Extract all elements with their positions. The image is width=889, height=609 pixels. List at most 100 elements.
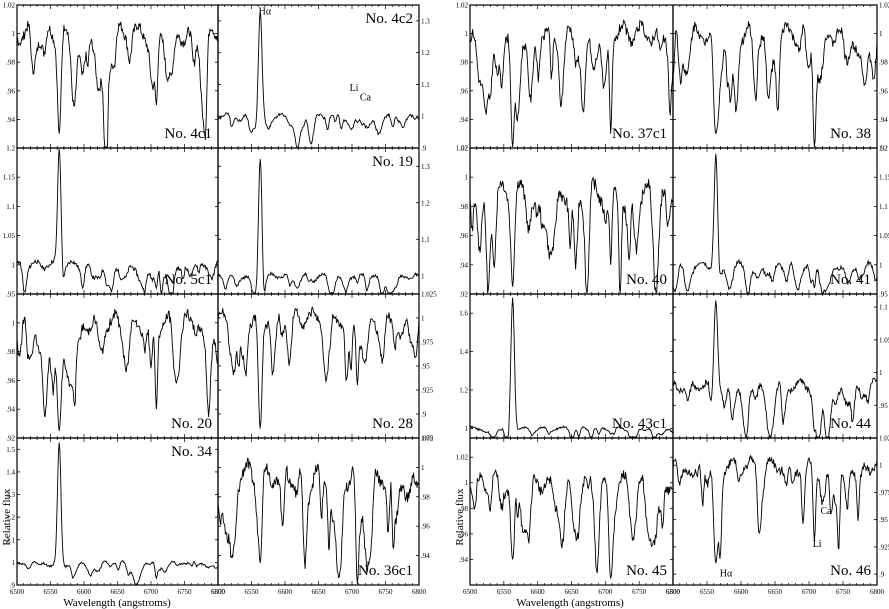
annotation-li: Li (350, 83, 359, 94)
x-tick-label: 6750 (836, 588, 851, 596)
y-tick-label: 1.2 (879, 145, 888, 153)
panel-label: No. 43c1 (612, 416, 667, 432)
y-tick-label: 1 (879, 462, 883, 470)
y-tick-label: 1.15 (3, 174, 16, 182)
y-tick-label: .98 (421, 493, 430, 501)
x-tick-label: 6550 (245, 588, 260, 596)
panel-no-28: .875 .9 .925 .95 .975 1 1.025 No. 28 (217, 291, 437, 443)
y-tick-label: 1.2 (421, 49, 430, 57)
x-tick-label: 6700 (144, 588, 159, 596)
panel-no-5c1: .95 1 1.05 1.1 1.15 1.2 No. 5c1 (3, 145, 219, 299)
y-tick-label: 1 (879, 261, 883, 269)
y-tick-label: .94 (459, 556, 468, 564)
panel-label: No. 36c1 (358, 563, 413, 579)
y-tick-label: 1.3 (421, 17, 430, 25)
y-tick-label: 1.05 (3, 232, 16, 240)
y-tick-label: 1.2 (6, 145, 15, 153)
y-tick-label: .96 (421, 523, 430, 531)
y-tick-label: 1.4 (459, 348, 468, 356)
annotation-hα: Hα (720, 568, 733, 579)
y-tick-label: 1.15 (879, 174, 889, 182)
x-tick-label: 6800 (412, 588, 427, 596)
y-tick-label: 1 (421, 315, 425, 323)
y-tick-label: .94 (879, 116, 888, 124)
panel-no-37c1: .92 .94 .96 .98 1 1.02 No. 37c1 (456, 2, 674, 153)
y-tick-label: 1.2 (421, 199, 430, 207)
y-tick-label: 1.02 (456, 145, 469, 153)
y-tick-label: .875 (421, 435, 434, 443)
panel-label: No. 41 (830, 272, 871, 288)
x-tick-label: 6750 (178, 588, 193, 596)
x-tick-label: 6750 (379, 588, 394, 596)
y-tick-label: .9 (879, 571, 885, 579)
annotation-ca: Ca (820, 506, 832, 517)
y-tick-label: .92 (6, 435, 15, 443)
y-tick-label: 1.05 (879, 232, 889, 240)
y-tick-label: .96 (459, 232, 468, 240)
y-tick-label: 1.025 (421, 291, 437, 299)
y-tick-label: 1 (12, 30, 16, 38)
y-tick-label: .92 (459, 291, 468, 299)
x-tick-label: 6800 (870, 588, 885, 596)
y-tick-label: .98 (879, 59, 888, 67)
y-tick-label: .9 (421, 145, 427, 153)
spectrum-line (672, 300, 878, 439)
y-tick-label: .975 (421, 339, 434, 347)
y-tick-label: .9 (10, 582, 16, 590)
y-tick-label: 1 (465, 479, 469, 487)
annotation-li: Li (813, 539, 822, 550)
y-tick-label: 1.1 (421, 236, 430, 244)
spectrum-line (217, 158, 420, 295)
x-tick-label: 6650 (565, 588, 580, 596)
y-tick-label: 1.025 (879, 435, 889, 443)
y-tick-label: 1.02 (456, 2, 469, 10)
x-tick-label: 6500 (10, 588, 25, 596)
y-tick-label: .94 (6, 116, 15, 124)
y-tick-label: .925 (879, 543, 889, 551)
y-tick-label: 1.1 (6, 536, 15, 544)
panel-label: No. 34 (171, 444, 212, 460)
x-tick-label: 6600 (278, 588, 293, 596)
x-tick-label: 6500 (211, 588, 226, 596)
spectrum-line (469, 19, 674, 148)
x-tick-label: 6550 (44, 588, 59, 596)
y-tick-label: .96 (6, 377, 15, 385)
panel-no-34: .9 1 1.1 1.2 1.3 1.4 1.5 No. 34 (6, 437, 219, 590)
y-tick-label: 1.5 (6, 446, 15, 454)
y-tick-label: 1.3 (421, 163, 430, 171)
panel-no-45: .94 .96 .98 1 1.02 No. 45 (456, 437, 674, 586)
spectrum-line (672, 454, 878, 564)
x-tick-label: 6650 (312, 588, 327, 596)
panels-layer: .94 .96 .98 1 1.02 No. 4c1 .9 1 1.1 1.2 1.3 No. 4c2… (3, 2, 889, 590)
y-tick-label: .95 (879, 516, 888, 524)
spectrum-line (217, 306, 420, 429)
annotation-ca: Ca (360, 92, 372, 103)
y-tick-label: 1.4 (6, 468, 15, 476)
x-tick-label: 6500 (463, 588, 478, 596)
y-tick-label: 1.02 (879, 2, 889, 10)
spectrum-line (217, 11, 420, 148)
x-tick-label: 6800 (666, 588, 681, 596)
y-tick-label: 1 (421, 464, 425, 472)
panel-label: No. 37c1 (612, 126, 667, 142)
x-tick-label: 6600 (531, 588, 546, 596)
panel-label: No. 4c1 (165, 126, 213, 142)
panel-label: No. 46 (830, 563, 871, 579)
y-tick-label: 1.02 (421, 435, 434, 443)
panel-label: No. 19 (372, 154, 413, 170)
y-tick-label: .92 (459, 145, 468, 153)
panel-label: No. 20 (171, 416, 212, 432)
panel-label: No. 38 (830, 126, 871, 142)
panel-no-43c1: 1 1.2 1.4 1.6 No. 43c1 (459, 293, 674, 439)
y-tick-label: 1 (465, 30, 469, 38)
y-tick-label: .95 (879, 402, 888, 410)
y-axis-label-left: Relative flux (1, 488, 13, 546)
y-tick-label: 1 (879, 369, 883, 377)
x-tick-label: 6650 (768, 588, 783, 596)
spectrum-line (469, 468, 674, 579)
x-tick-label: 6600 (734, 588, 749, 596)
panel-no-36c1: .94 .96 .98 1 1.02 No. 36c1 (217, 435, 434, 586)
y-tick-label: .96 (879, 87, 888, 95)
x-tick-label: 6550 (700, 588, 715, 596)
